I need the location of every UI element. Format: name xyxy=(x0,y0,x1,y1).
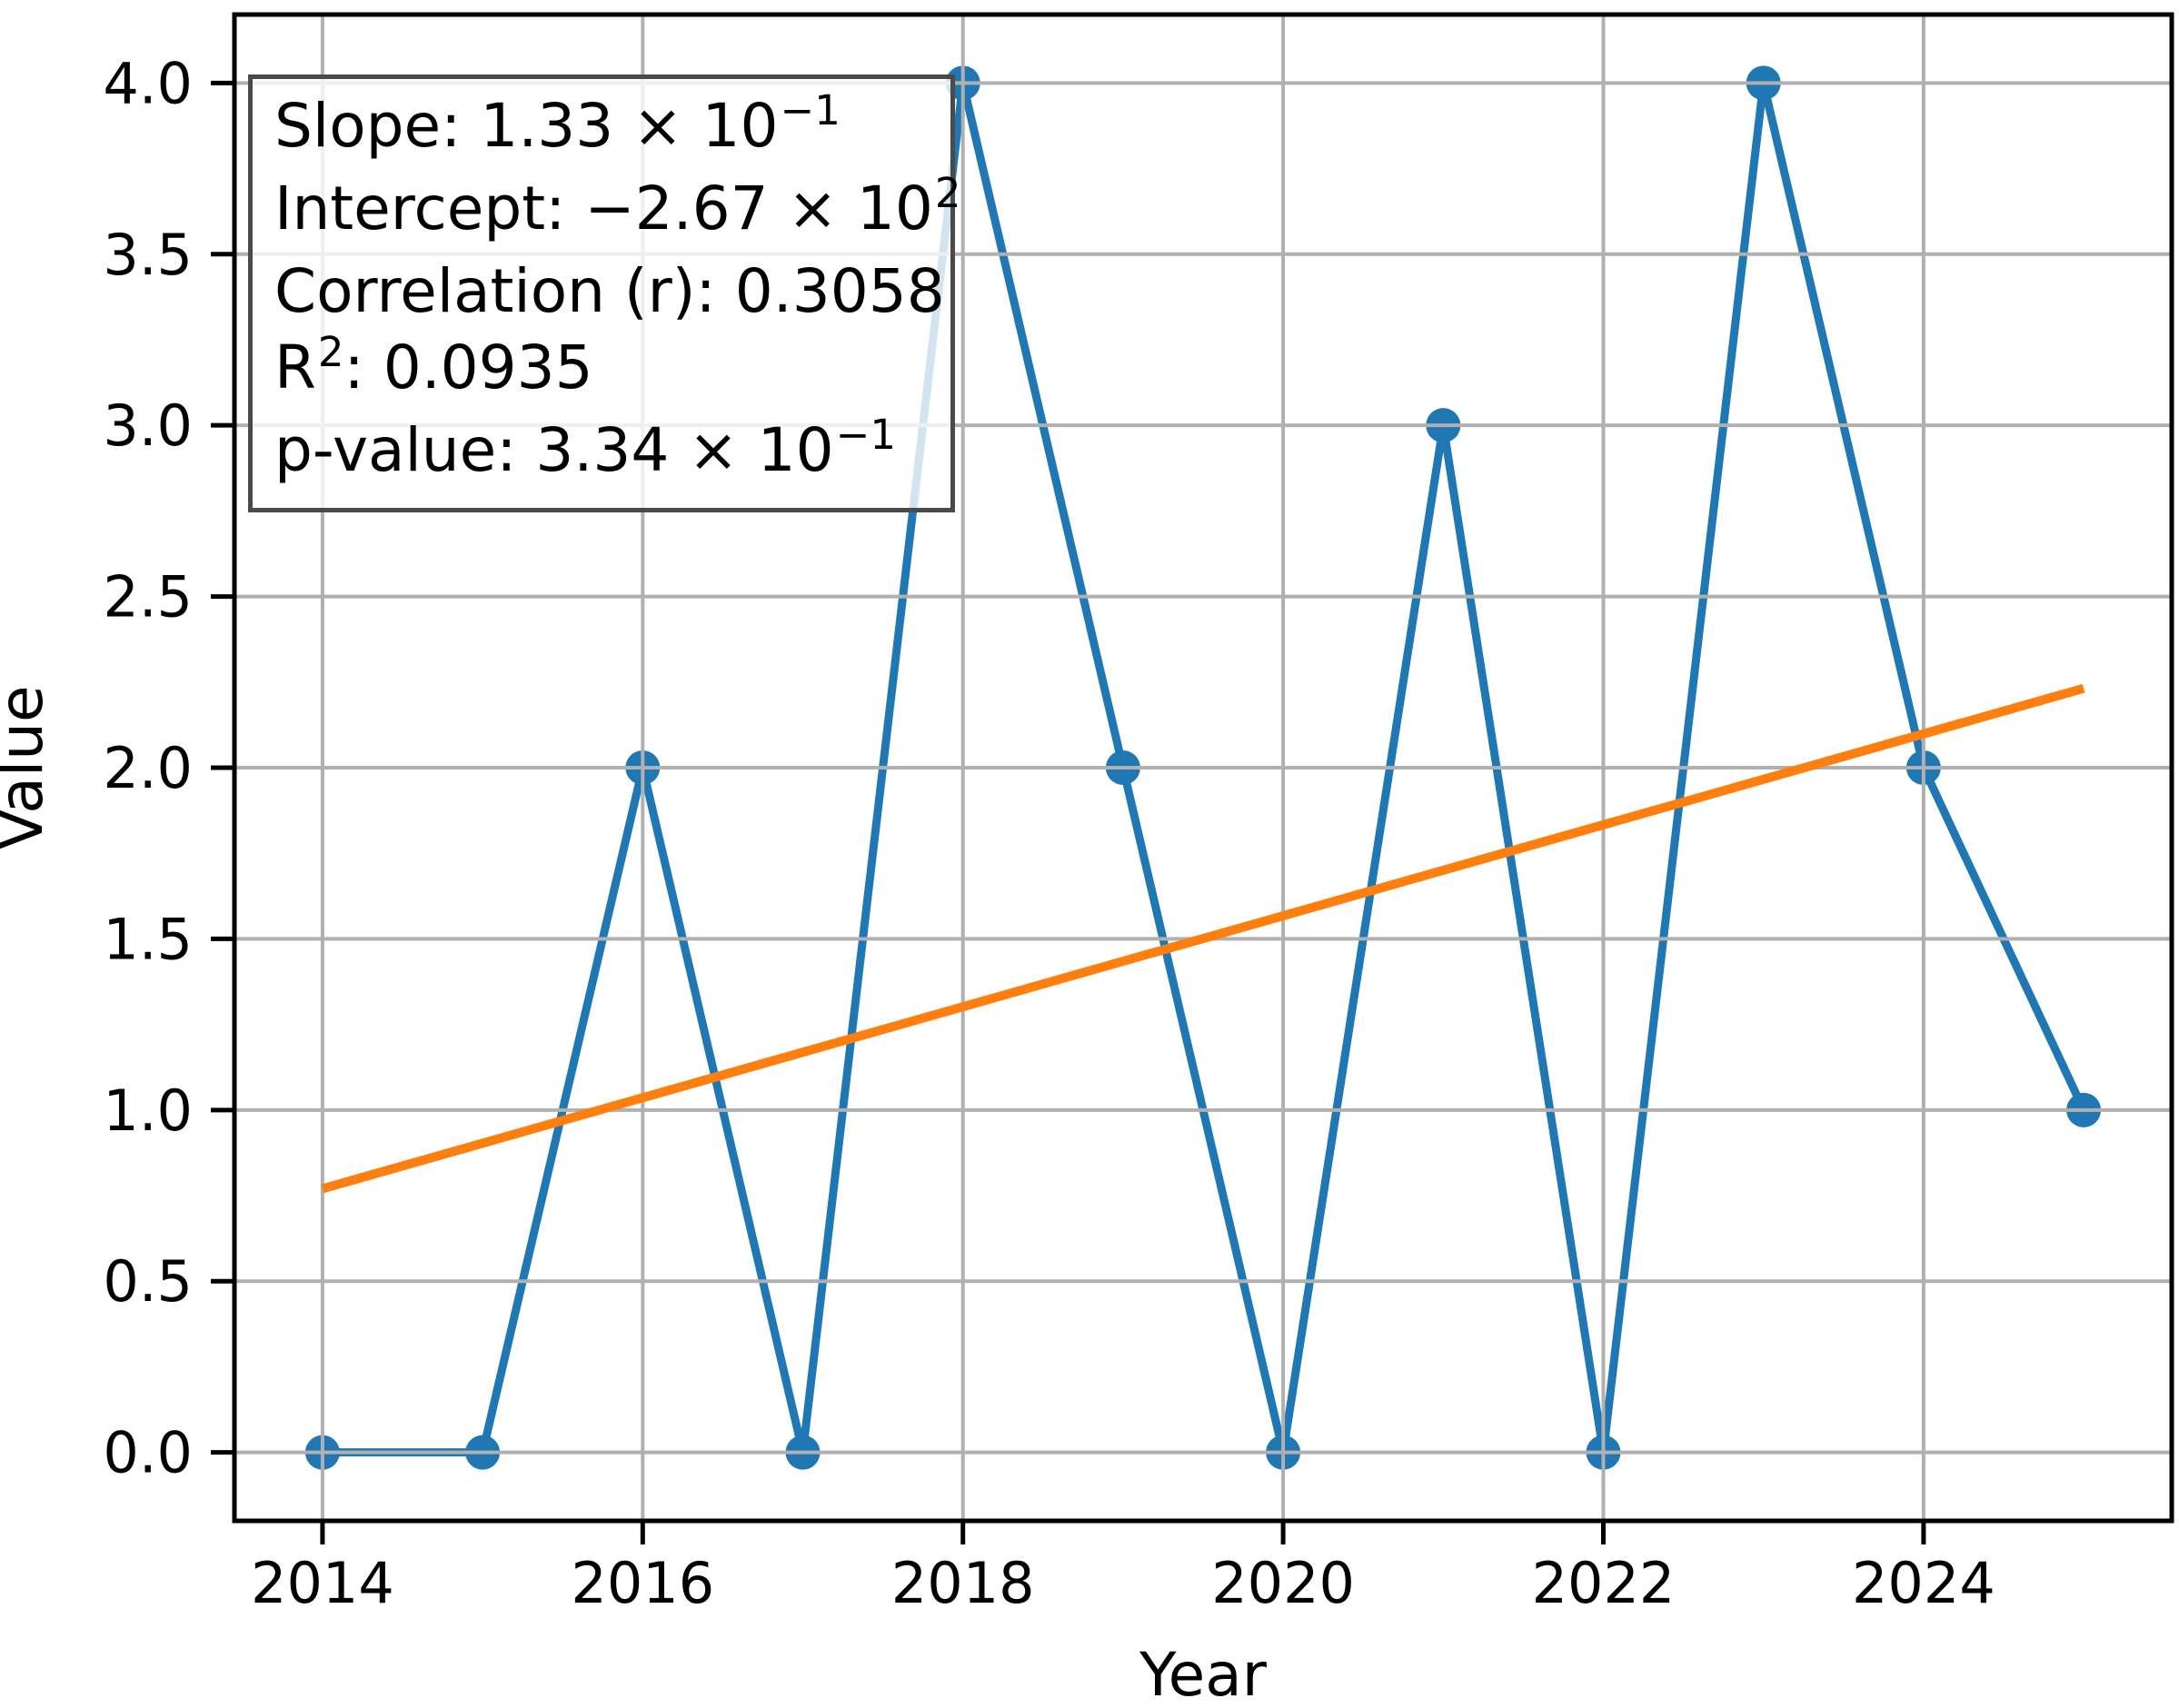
x-tick-label-2018: 2018 xyxy=(891,1550,1035,1616)
stats-line-4: p-value: 3.34 × 10−1 xyxy=(274,411,934,495)
y-tick-label-3.0: 3.0 xyxy=(103,392,193,459)
y-tick-label-1.5: 1.5 xyxy=(103,906,193,972)
stats-superscript: 2 xyxy=(317,328,344,376)
x-tick-label-2020: 2020 xyxy=(1211,1550,1355,1616)
y-axis-label: Value xyxy=(0,685,56,849)
x-tick-label-2016: 2016 xyxy=(571,1550,714,1616)
stats-text: Slope: 1.33 × 10 xyxy=(274,91,779,161)
stats-superscript: 2 xyxy=(934,169,961,217)
trend-line xyxy=(321,683,2085,1194)
stats-superscript: −1 xyxy=(835,411,896,459)
y-tick-label-4.0: 4.0 xyxy=(103,50,193,116)
y-tick-label-0.0: 0.0 xyxy=(103,1420,193,1486)
trend-layer xyxy=(321,683,2085,1194)
stats-line-2: Correlation (r): 0.3058 xyxy=(274,253,945,330)
stats-text: Correlation (r): 0.3058 xyxy=(274,256,945,326)
stats-text: Intercept: −2.67 × 10 xyxy=(274,174,933,243)
x-axis-label: Year xyxy=(1139,1640,1268,1708)
stats-superscript: −1 xyxy=(780,86,841,134)
y-tick-label-1.0: 1.0 xyxy=(103,1077,193,1144)
y-tick-label-2.0: 2.0 xyxy=(103,735,193,801)
y-tick-label-2.5: 2.5 xyxy=(103,564,193,631)
stats-text: p-value: 3.34 × 10 xyxy=(274,415,834,485)
x-tick-label-2014: 2014 xyxy=(251,1550,394,1616)
stats-line-1: Intercept: −2.67 × 102 xyxy=(274,169,960,253)
stats-box: Slope: 1.33 × 10−1 Intercept: −2.67 × 102… xyxy=(248,74,960,512)
y-tick-label-0.5: 0.5 xyxy=(103,1248,193,1315)
stats-line-0: Slope: 1.33 × 10−1 xyxy=(274,86,934,171)
y-tick-label-3.5: 3.5 xyxy=(103,222,193,288)
x-tick-label-2024: 2024 xyxy=(1852,1550,1995,1616)
stats-text: : 0.0935 xyxy=(343,333,593,402)
stats-line-3: R2: 0.0935 xyxy=(274,328,934,412)
axes-layer: 2014 2016 2018 2020 2022 2024 0.0 0.5 1.0 1.5 2.0 2… xyxy=(103,12,2174,1616)
x-tick-label-2022: 2022 xyxy=(1532,1550,1676,1616)
stats-text: R xyxy=(274,333,316,402)
